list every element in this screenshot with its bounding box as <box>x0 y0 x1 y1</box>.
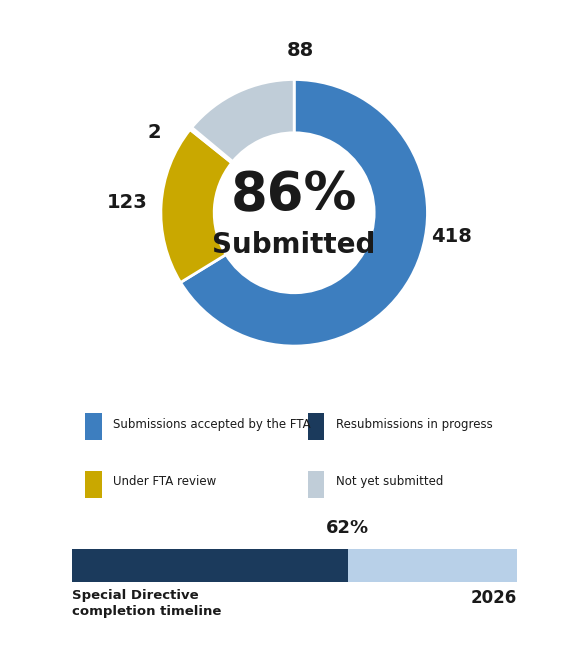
Text: Submissions accepted by the FTA: Submissions accepted by the FTA <box>113 418 311 431</box>
Text: Not yet submitted: Not yet submitted <box>336 475 443 488</box>
Text: 123: 123 <box>107 192 148 212</box>
Wedge shape <box>181 79 428 346</box>
Bar <box>85 413 102 440</box>
Wedge shape <box>192 79 294 162</box>
Text: 2026: 2026 <box>470 590 517 607</box>
Text: Submitted: Submitted <box>212 231 376 259</box>
Text: 418: 418 <box>431 227 472 246</box>
Text: 62%: 62% <box>326 519 369 537</box>
Text: 88: 88 <box>287 41 315 60</box>
Text: Under FTA review: Under FTA review <box>113 475 216 488</box>
Text: 2: 2 <box>148 124 161 142</box>
Bar <box>72 549 348 582</box>
Bar <box>308 413 324 440</box>
Text: Resubmissions in progress: Resubmissions in progress <box>336 418 492 431</box>
Bar <box>308 471 324 498</box>
Wedge shape <box>161 129 232 283</box>
Bar <box>85 471 102 498</box>
Text: Special Directive
completion timeline: Special Directive completion timeline <box>72 590 221 618</box>
Text: 86%: 86% <box>231 170 358 222</box>
Bar <box>348 549 517 582</box>
Wedge shape <box>190 127 232 162</box>
